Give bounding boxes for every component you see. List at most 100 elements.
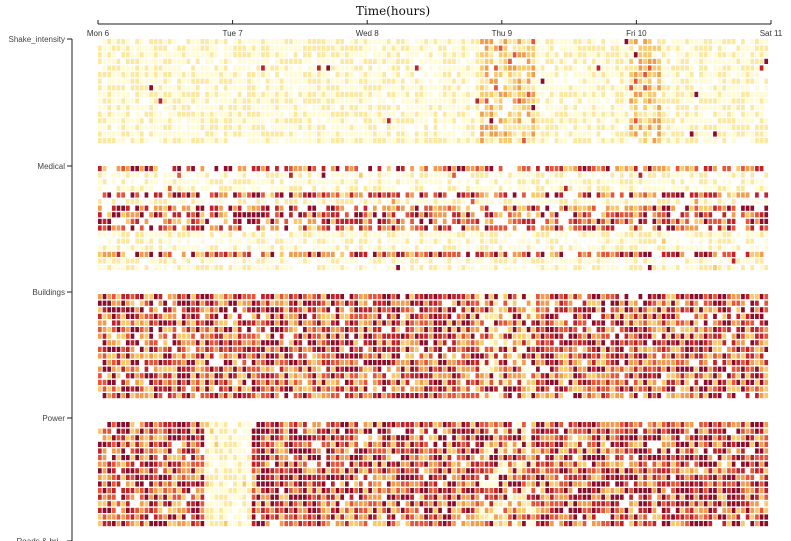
heatmap-cell xyxy=(405,346,410,352)
heatmap-cell xyxy=(713,333,717,339)
heatmap-cell xyxy=(181,232,186,238)
heatmap-cell xyxy=(466,118,470,124)
heatmap-cell xyxy=(172,118,177,124)
heatmap-cell xyxy=(358,251,363,257)
heatmap-cell xyxy=(731,65,736,71)
heatmap-cell xyxy=(522,313,526,319)
heatmap-cell xyxy=(144,205,149,211)
heatmap-cell xyxy=(466,58,470,64)
heatmap-cell xyxy=(610,300,615,306)
heatmap-cell xyxy=(163,131,167,137)
heatmap-cell xyxy=(508,245,512,251)
heatmap-cell xyxy=(470,232,475,238)
heatmap-cell xyxy=(377,340,382,346)
heatmap-cell xyxy=(470,258,475,264)
heatmap-cell xyxy=(261,98,265,104)
heatmap-cell xyxy=(652,185,657,191)
heatmap-cell xyxy=(428,91,433,97)
heatmap-cell xyxy=(414,131,419,137)
heatmap-cell xyxy=(303,78,307,84)
heatmap-cell xyxy=(554,172,559,178)
heatmap-cell xyxy=(130,353,135,359)
heatmap-cell xyxy=(298,251,303,257)
heatmap-cell xyxy=(107,212,112,218)
heatmap-cell xyxy=(489,245,494,251)
heatmap-cell xyxy=(317,65,321,71)
heatmap-cell xyxy=(247,294,251,300)
heatmap-cell xyxy=(699,238,703,244)
heatmap-cell xyxy=(675,346,680,352)
heatmap-cell xyxy=(135,52,139,58)
heatmap-cell xyxy=(135,313,139,319)
heatmap-cell xyxy=(391,251,396,257)
heatmap-cell xyxy=(191,98,195,104)
heatmap-cell xyxy=(167,218,172,224)
heatmap-cell xyxy=(745,192,750,198)
heatmap-cell xyxy=(321,265,326,271)
heatmap-cell xyxy=(680,340,685,346)
heatmap-cell xyxy=(657,212,661,218)
heatmap-cell xyxy=(368,65,372,71)
heatmap-cell xyxy=(447,294,452,300)
heatmap-cell xyxy=(340,39,345,45)
heatmap-cell xyxy=(741,166,745,172)
heatmap-cell xyxy=(722,232,727,238)
heatmap-cell xyxy=(125,72,130,78)
heatmap-cell xyxy=(98,232,102,238)
heatmap-cell xyxy=(116,232,121,238)
heatmap-cell xyxy=(167,85,172,91)
heatmap-cell xyxy=(410,72,414,78)
heatmap-cell xyxy=(619,327,624,333)
heatmap-cell xyxy=(494,212,498,218)
heatmap-cell xyxy=(242,78,247,84)
heatmap-cell xyxy=(326,192,331,198)
heatmap-cell xyxy=(568,179,573,185)
heatmap-cell xyxy=(689,65,694,71)
heatmap-cell xyxy=(317,179,321,185)
heatmap-cell xyxy=(624,131,629,137)
heatmap-cell xyxy=(284,58,289,64)
heatmap-cell xyxy=(284,238,289,244)
heatmap-cell xyxy=(410,179,414,185)
heatmap-cell xyxy=(149,72,153,78)
heatmap-cell xyxy=(386,251,391,257)
heatmap-cell xyxy=(363,212,368,218)
heatmap-cell xyxy=(270,85,275,91)
heatmap-cell xyxy=(219,265,223,271)
heatmap-cell xyxy=(354,91,358,97)
heatmap-cell xyxy=(382,294,386,300)
heatmap-cell xyxy=(107,251,112,257)
heatmap-cell xyxy=(508,39,512,45)
heatmap-cell xyxy=(536,138,540,144)
heatmap-cell xyxy=(107,111,112,117)
heatmap-cell xyxy=(400,199,405,205)
heatmap-cell xyxy=(531,65,536,71)
heatmap-cell xyxy=(671,124,675,130)
heatmap-cell xyxy=(661,327,666,333)
heatmap-cell xyxy=(237,225,242,231)
heatmap-cell xyxy=(130,333,135,339)
heatmap-cell xyxy=(727,185,731,191)
heatmap-cell xyxy=(610,85,615,91)
heatmap-cell xyxy=(731,52,736,58)
heatmap-cell xyxy=(428,111,433,117)
heatmap-cell xyxy=(331,199,335,205)
heatmap-cell xyxy=(167,294,172,300)
heatmap-cell xyxy=(279,258,284,264)
heatmap-cell xyxy=(736,58,741,64)
heatmap-cell xyxy=(447,327,452,333)
heatmap-cell xyxy=(531,85,536,91)
heatmap-cell xyxy=(125,58,130,64)
heatmap-cell xyxy=(582,124,587,130)
heatmap-cell xyxy=(270,320,275,326)
heatmap-cell xyxy=(643,313,647,319)
heatmap-cell xyxy=(275,232,279,238)
heatmap-cell xyxy=(400,251,405,257)
heatmap-cell xyxy=(619,340,624,346)
heatmap-cell xyxy=(615,166,619,172)
heatmap-cell xyxy=(153,45,158,51)
heatmap-cell xyxy=(554,111,559,117)
heatmap-cell xyxy=(298,105,303,111)
heatmap-cell xyxy=(223,212,228,218)
heatmap-cell xyxy=(708,192,713,198)
